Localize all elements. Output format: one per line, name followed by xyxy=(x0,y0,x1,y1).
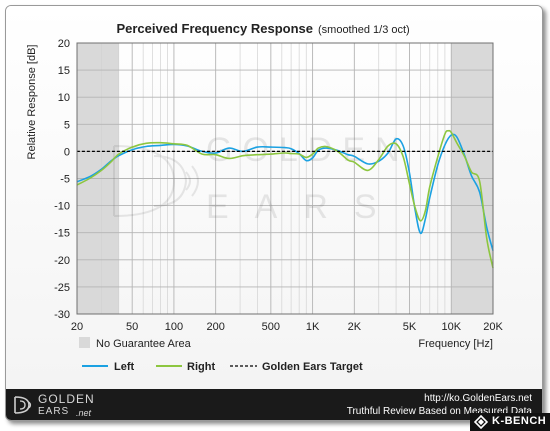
x-tick-label: 1K xyxy=(306,321,320,333)
y-tick-label: 10 xyxy=(58,92,70,104)
x-tick-label: 50 xyxy=(126,321,138,333)
y-tick-label: -15 xyxy=(54,228,70,240)
plot-border xyxy=(76,42,494,315)
no-guarantee-legend-label: No Guarantee Area xyxy=(96,338,192,350)
chart-title: Perceived Frequency Response xyxy=(116,21,313,36)
kbench-label: K-BENCH xyxy=(492,415,547,427)
footer-bar: GOLDEN EARS .net http://ko.GoldenEars.ne… xyxy=(6,389,542,420)
chart-subtitle: (smoothed 1/3 oct) xyxy=(318,24,410,36)
y-axis-label: Relative Response [dB] xyxy=(26,45,38,160)
kbench-badge: K-BENCH xyxy=(470,413,550,431)
logo-name-line1: GOLDEN xyxy=(38,392,95,406)
x-tick-label: 500 xyxy=(262,321,280,333)
series-line-right xyxy=(76,129,494,269)
legend-left-label: Left xyxy=(114,361,135,373)
y-tick-label: 20 xyxy=(58,38,70,50)
y-tick-label: -20 xyxy=(54,255,70,267)
x-tick-label: 20 xyxy=(71,321,83,333)
no-guarantee-legend-swatch xyxy=(79,337,90,348)
x-axis-label: Frequency [Hz] xyxy=(418,338,493,350)
y-tick-label: -5 xyxy=(60,174,70,186)
x-tick-label: 10K xyxy=(441,321,461,333)
legend-right-label: Right xyxy=(187,361,215,373)
site-url[interactable]: http://ko.GoldenEars.net xyxy=(424,393,532,404)
series-line-left xyxy=(76,133,494,251)
x-tick-label: 20K xyxy=(483,321,503,333)
chart-panel: GOLDEN EARS 20 15 10 5 0 -5 -10 -15 -20 -25 -30 20… xyxy=(5,5,543,421)
y-tick-label: -25 xyxy=(54,282,70,294)
kbench-diamond-icon xyxy=(474,415,488,429)
y-tick-label: 15 xyxy=(58,65,70,77)
golden-ears-logo-icon xyxy=(14,396,32,414)
x-tick-label: 100 xyxy=(165,321,183,333)
y-tick-label: -30 xyxy=(54,309,70,321)
x-tick-label: 5K xyxy=(403,321,417,333)
x-tick-label: 2K xyxy=(348,321,362,333)
svg-text:EARS: EARS xyxy=(206,188,403,226)
y-tick-label: -10 xyxy=(54,201,70,213)
site-tagline: Truthful Review Based on Measured Data xyxy=(346,406,532,417)
logo-name-line2: EARS xyxy=(38,406,70,417)
x-tick-label: 200 xyxy=(206,321,224,333)
legend-target-label: Golden Ears Target xyxy=(262,361,363,373)
logo-tld: .net xyxy=(76,408,92,418)
y-tick-label: 5 xyxy=(64,119,70,131)
y-tick-label: 0 xyxy=(64,146,70,158)
